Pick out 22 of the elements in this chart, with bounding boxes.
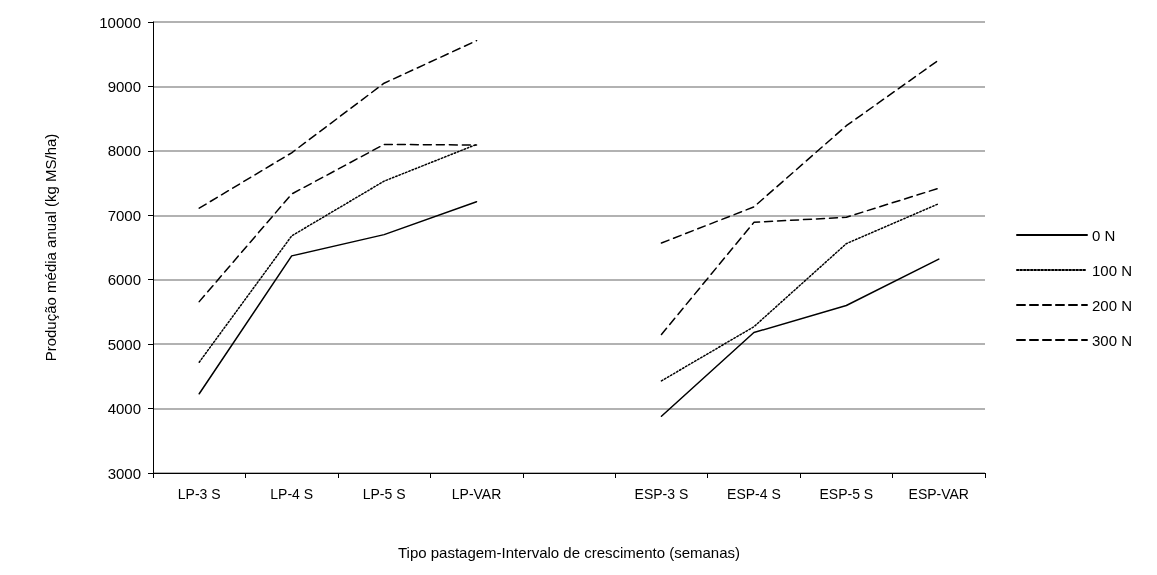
x-tick-label: ESP-4 S: [727, 486, 781, 502]
y-tick-label: 6000: [107, 271, 141, 289]
legend-label: 100 N: [1091, 261, 1132, 279]
y-tick-label: 5000: [107, 335, 141, 353]
x-tick-label: ESP-VAR: [908, 486, 969, 502]
x-tick-label: LP-VAR: [451, 486, 502, 502]
x-tick-label: LP-5 S: [362, 486, 406, 502]
x-tick-label: LP-3 S: [177, 486, 221, 502]
y-tick-label: 10000: [99, 13, 141, 31]
x-tick-label: LP-4 S: [270, 486, 314, 502]
x-tick-label: ESP-5 S: [819, 486, 874, 502]
y-tick-label: 7000: [107, 206, 141, 224]
y-tick-label: 9000: [107, 77, 141, 95]
x-axis-title: Tipo pastagem-Intervalo de crescimento (semanas): [397, 544, 741, 561]
legend-label: 200 N: [1091, 296, 1132, 314]
y-tick-label: 3000: [107, 464, 141, 482]
y-tick-label: 4000: [107, 400, 141, 418]
x-tick-label: ESP-3 S: [634, 486, 689, 502]
y-axis-title: Produção média anual (kg MS/ha): [42, 133, 59, 362]
y-tick-label: 8000: [107, 142, 141, 160]
legend-label: 300 N: [1091, 331, 1132, 349]
legend-label: 0 N: [1091, 226, 1116, 244]
